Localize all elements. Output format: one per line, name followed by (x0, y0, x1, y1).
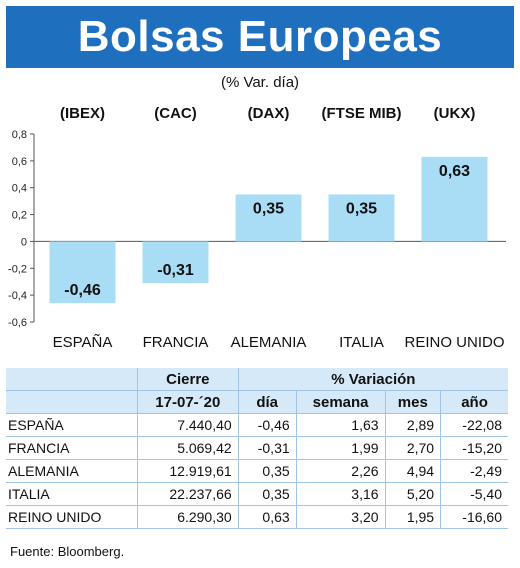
row-ano: -2,49 (440, 459, 508, 483)
row-semana: 1,63 (295, 413, 386, 437)
table-group-header-row: Cierre % Variación (6, 368, 508, 391)
row-dia: 0,35 (237, 482, 297, 506)
table-row: REINO UNIDO 6.290,30 0,63 3,20 1,95 -16,… (6, 505, 508, 529)
row-dia: 0,63 (237, 505, 297, 529)
title-banner: Bolsas Europeas (6, 6, 514, 68)
bar (421, 156, 488, 242)
row-ano: -15,20 (440, 436, 508, 460)
table-row: ESPAÑA 7.440,40 -0,46 1,63 2,89 -22,08 (6, 413, 508, 437)
y-tick-label: 0,2 (12, 210, 27, 222)
row-cierre: 5.069,42 (136, 436, 239, 460)
row-name: REINO UNIDO (6, 505, 138, 529)
table-corner-2 (6, 390, 138, 414)
y-tick-label: 0,4 (12, 183, 27, 195)
bar (328, 194, 395, 242)
source-note: Fuente: Bloomberg. (10, 544, 125, 559)
bar-value-label: -0,31 (157, 262, 194, 279)
row-dia: -0,31 (237, 436, 297, 460)
bar (235, 194, 302, 242)
table-row: ITALIA 22.237,66 0,35 3,16 5,20 -5,40 (6, 482, 508, 506)
index-label: (DAX) (248, 105, 290, 122)
bar-value-label: 0,35 (346, 200, 377, 217)
row-ano: -22,08 (440, 413, 508, 437)
y-tick-label: -0,4 (8, 290, 27, 302)
row-ano: -5,40 (440, 482, 508, 506)
header-mes: mes (384, 390, 441, 414)
chart-subtitle: (% Var. día) (220, 74, 300, 91)
index-label: (CAC) (154, 105, 197, 122)
bar-value-label: 0,35 (253, 200, 284, 217)
row-ano: -16,60 (440, 505, 508, 529)
row-name: ALEMANIA (6, 459, 138, 483)
bar (142, 241, 209, 284)
table-row: ALEMANIA 12.919,61 0,35 2,26 4,94 -2,49 (6, 459, 508, 483)
row-mes: 5,20 (384, 482, 441, 506)
table-column-header-row: 17-07-´20 día semana mes año (6, 390, 508, 414)
index-label: (IBEX) (60, 105, 105, 122)
index-label: (UKX) (434, 105, 476, 122)
category-label: FRANCIA (143, 334, 209, 351)
y-tick-label: 0,6 (12, 156, 27, 168)
header-date: 17-07-´20 (136, 390, 239, 414)
row-dia: 0,35 (237, 459, 297, 483)
table-row: FRANCIA 5.069,42 -0,31 1,99 2,70 -15,20 (6, 436, 508, 460)
bar-value-label: -0,46 (64, 282, 101, 299)
bar-value-label: 0,63 (439, 163, 470, 180)
row-name: ITALIA (6, 482, 138, 506)
header-semana: semana (295, 390, 386, 414)
quotes-table: Cierre % Variación 17-07-´20 día semana … (6, 368, 508, 529)
row-semana: 3,16 (295, 482, 386, 506)
row-mes: 1,95 (384, 505, 441, 529)
category-label: ESPAÑA (53, 334, 113, 351)
category-label: ALEMANIA (231, 334, 307, 351)
index-label: (FTSE MIB) (322, 105, 402, 122)
row-name: FRANCIA (6, 436, 138, 460)
row-cierre: 6.290,30 (136, 505, 239, 529)
row-cierre: 7.440,40 (136, 413, 239, 437)
row-semana: 2,26 (295, 459, 386, 483)
bar-chart: 0,8 0,6 0,4 0,2 0 -0,2 -0,4 -0,6 -0,46 (IBEX) ESPA… (8, 105, 506, 351)
y-tick-label: 0 (21, 236, 27, 248)
row-mes: 4,94 (384, 459, 441, 483)
row-semana: 3,20 (295, 505, 386, 529)
y-tick-label: -0,2 (8, 263, 27, 275)
table-corner (6, 368, 138, 391)
header-dia: día (237, 390, 297, 414)
y-tick-label: -0,6 (8, 317, 27, 329)
row-cierre: 12.919,61 (136, 459, 239, 483)
y-tick-label: 0,8 (12, 129, 27, 141)
row-mes: 2,89 (384, 413, 441, 437)
row-mes: 2,70 (384, 436, 441, 460)
header-cierre: Cierre (136, 368, 239, 391)
row-cierre: 22.237,66 (136, 482, 239, 506)
header-variacion: % Variación (237, 368, 508, 391)
category-label: REINO UNIDO (404, 334, 504, 351)
header-ano: año (440, 390, 508, 414)
row-semana: 1,99 (295, 436, 386, 460)
bar (49, 241, 116, 304)
category-label: ITALIA (339, 334, 384, 351)
row-name: ESPAÑA (6, 413, 138, 437)
row-dia: -0,46 (237, 413, 297, 437)
